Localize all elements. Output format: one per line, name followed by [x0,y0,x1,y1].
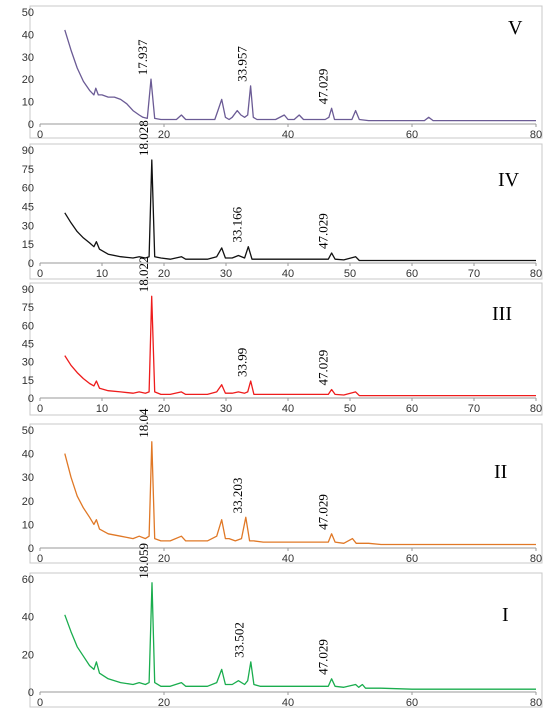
x-tick-label: 80 [530,553,542,565]
diffraction-series-line [64,159,536,262]
x-tick-label: 80 [530,403,542,415]
peak-annotation: 33.957 [235,46,250,82]
y-tick-label: 0 [28,393,34,405]
y-tick-label: 15 [22,375,34,387]
y-tick-label: 50 [22,7,34,19]
peak-annotation: 33.99 [235,348,250,377]
y-tick-label: 30 [22,220,34,232]
x-tick-label: 70 [468,403,480,415]
peak-annotation: 33.203 [230,478,245,514]
y-tick-label: 75 [22,164,34,176]
xrd-panel-ii: 0 10 20 30 40 50 0 20 40 60 80 18.04 33.203 47.029 II [22,408,543,565]
x-tick-label: 40 [282,403,294,415]
x-tick-label: 20 [158,403,170,415]
y-tick-label: 45 [22,339,34,351]
y-tick-label: 60 [22,183,34,195]
peak-annotation: 18.028 [136,120,151,156]
x-tick-label: 0 [37,268,43,280]
x-tick-label: 0 [37,129,43,141]
x-tick-label: 70 [468,268,480,280]
diffraction-series-line [64,441,536,546]
x-tick-label: 20 [158,268,170,280]
x-tick-label: 40 [282,553,294,565]
x-tick-label: 0 [37,553,43,565]
peak-annotation: 47.029 [316,69,331,105]
y-tick-label: 20 [22,496,34,508]
y-tick-label: 0 [28,119,34,131]
diffraction-series-line [64,582,536,690]
x-tick-label: 50 [344,268,356,280]
panel-label: II [494,461,507,483]
peak-annotation: 18.059 [136,543,151,579]
panel-label: V [508,17,523,39]
x-tick-label: 0 [37,403,43,415]
x-tick-label: 40 [282,129,294,141]
peak-annotation: 47.029 [316,213,331,249]
y-tick-label: 40 [22,449,34,461]
x-tick-label: 60 [406,129,418,141]
y-tick-label: 40 [22,29,34,41]
y-tick-label: 10 [22,97,34,109]
y-tick-label: 15 [22,239,34,251]
x-tick-label: 20 [158,129,170,141]
y-tick-label: 0 [28,258,34,270]
x-tick-label: 60 [406,553,418,565]
x-tick-label: 60 [406,403,418,415]
y-tick-label: 75 [22,302,34,314]
y-tick-label: 90 [22,284,34,296]
panel-label: I [502,604,509,626]
x-tick-label: 20 [158,697,170,709]
peak-annotation: 47.029 [316,350,331,386]
peak-annotation: 47.029 [316,494,331,530]
x-tick-label: 80 [530,129,542,141]
y-tick-label: 20 [22,74,34,86]
y-tick-label: 60 [22,320,34,332]
y-tick-label: 60 [22,574,34,586]
peak-annotation: 33.502 [232,622,247,658]
x-tick-label: 30 [220,403,232,415]
panel-frame [29,282,543,416]
x-tick-label: 80 [530,268,542,280]
x-tick-label: 10 [96,403,108,415]
xrd-panel-v: 0 10 20 30 40 50 0 20 40 60 80 17.937 33.957 47.029 V [22,5,543,141]
y-tick-label: 0 [28,543,34,555]
x-tick-label: 60 [406,697,418,709]
peak-annotation: 47.029 [316,639,331,675]
panel-label: III [492,303,512,325]
x-tick-label: 80 [530,697,542,709]
diffraction-series-line [64,29,536,122]
y-tick-label: 45 [22,202,34,214]
x-tick-label: 30 [220,268,232,280]
x-tick-label: 40 [282,697,294,709]
y-tick-label: 20 [22,649,34,661]
x-tick-label: 10 [96,268,108,280]
x-tick-label: 60 [406,268,418,280]
x-tick-label: 50 [344,403,356,415]
y-tick-label: 30 [22,472,34,484]
x-tick-label: 0 [37,697,43,709]
panel-frame [29,423,543,564]
y-tick-label: 50 [22,425,34,437]
peak-annotation: 18.04 [136,408,151,438]
y-tick-label: 10 [22,519,34,531]
x-tick-label: 20 [158,553,170,565]
y-tick-label: 30 [22,357,34,369]
panel-label: IV [498,169,520,191]
panel-frame [29,143,543,280]
y-tick-label: 90 [22,145,34,157]
panel-frame [29,5,543,139]
y-tick-label: 40 [22,612,34,624]
peak-annotation: 33.166 [230,206,245,242]
diffraction-series-line [64,295,536,397]
x-tick-label: 40 [282,268,294,280]
y-tick-label: 0 [28,687,34,699]
panel-frame [29,572,543,708]
y-tick-label: 30 [22,52,34,64]
peak-annotation: 18.022 [136,257,151,293]
peak-annotation: 17.937 [135,39,150,75]
